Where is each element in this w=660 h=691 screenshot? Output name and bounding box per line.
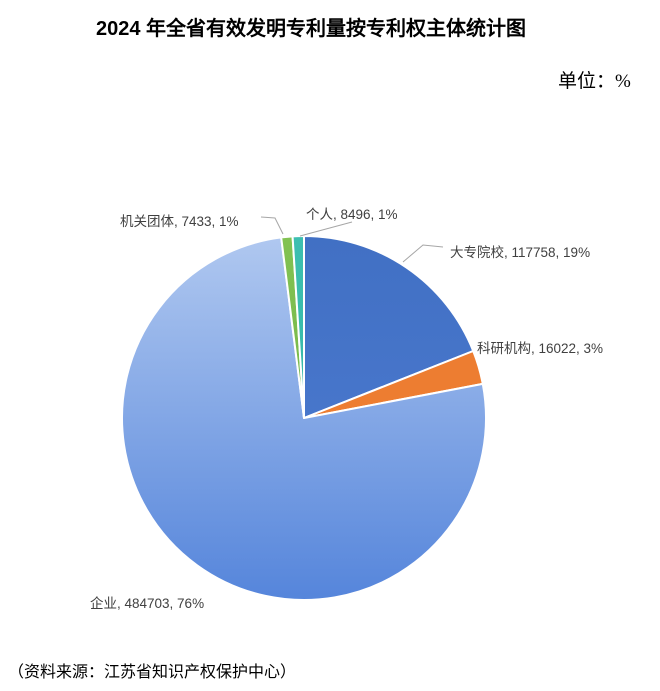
leader-line-individual: [299, 221, 353, 237]
data-label-individual: 个人, 8496, 1%: [306, 207, 398, 222]
data-label-universities: 大专院校, 117758, 19%: [450, 245, 591, 260]
chart-title: 2024 年全省有效发明专利量按专利权主体统计图: [96, 18, 527, 40]
source-note: （资料来源：江苏省知识产权保护中心）: [8, 664, 297, 681]
pie-slice-universities: [303, 235, 475, 419]
unit-label: 单位：%: [558, 71, 631, 92]
leader-line-government: [260, 216, 284, 235]
pie-slice-individual: [291, 235, 305, 419]
data-label-government: 机关团体, 7433, 1%: [120, 214, 239, 229]
data-label-research: 科研机构, 16022, 3%: [477, 341, 604, 356]
leader-line-universities: [402, 244, 444, 263]
data-label-enterprise: 企业, 484703, 76%: [90, 596, 205, 611]
